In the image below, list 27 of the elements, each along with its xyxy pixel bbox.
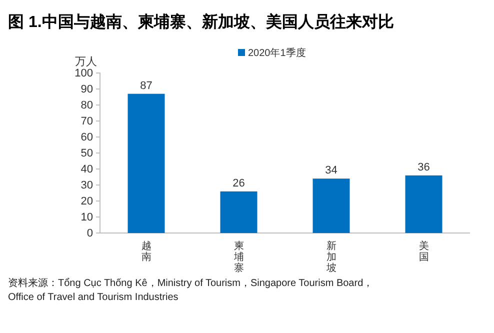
- bar: [128, 94, 165, 233]
- y-tick-label: 10: [80, 212, 93, 224]
- y-tick-label: 60: [80, 132, 93, 144]
- y-tick-label: 80: [80, 100, 93, 112]
- bar: [220, 191, 258, 233]
- text: 资料来源：Tổng Cục Thống Kê，Ministry of Tourism，Singapore Tourism Board，Office of Travel and Tourism Industries: [8, 277, 374, 303]
- y-tick-label: 20: [80, 196, 93, 208]
- chart-title: 图 1.中国与越南、柬埔寨、新加坡、美国人员往来对比: [8, 12, 394, 31]
- y-tick-label: 50: [80, 148, 93, 160]
- y-tick-label: 90: [80, 84, 93, 96]
- y-tick-label: 30: [80, 180, 93, 192]
- y-tick-label: 40: [80, 164, 93, 176]
- x-tick-label: 越南: [141, 240, 152, 263]
- bar: [312, 178, 350, 233]
- data-label: 34: [325, 164, 338, 177]
- x-tick-label: 新加坡: [325, 240, 336, 274]
- y-tick-label: 100: [74, 68, 93, 80]
- y-axis-title: 万人: [75, 56, 97, 68]
- legend-label: 2020年1季度: [248, 47, 306, 59]
- data-label: 26: [232, 177, 245, 190]
- x-tick-label: 美国: [418, 240, 429, 263]
- y-tick-label: 70: [80, 116, 93, 128]
- x-tick-label: 柬埔寨: [232, 240, 244, 274]
- bar: [405, 175, 442, 233]
- data-label: 36: [418, 161, 430, 174]
- data-label: 87: [140, 80, 152, 92]
- y-tick-label: 0: [86, 228, 93, 240]
